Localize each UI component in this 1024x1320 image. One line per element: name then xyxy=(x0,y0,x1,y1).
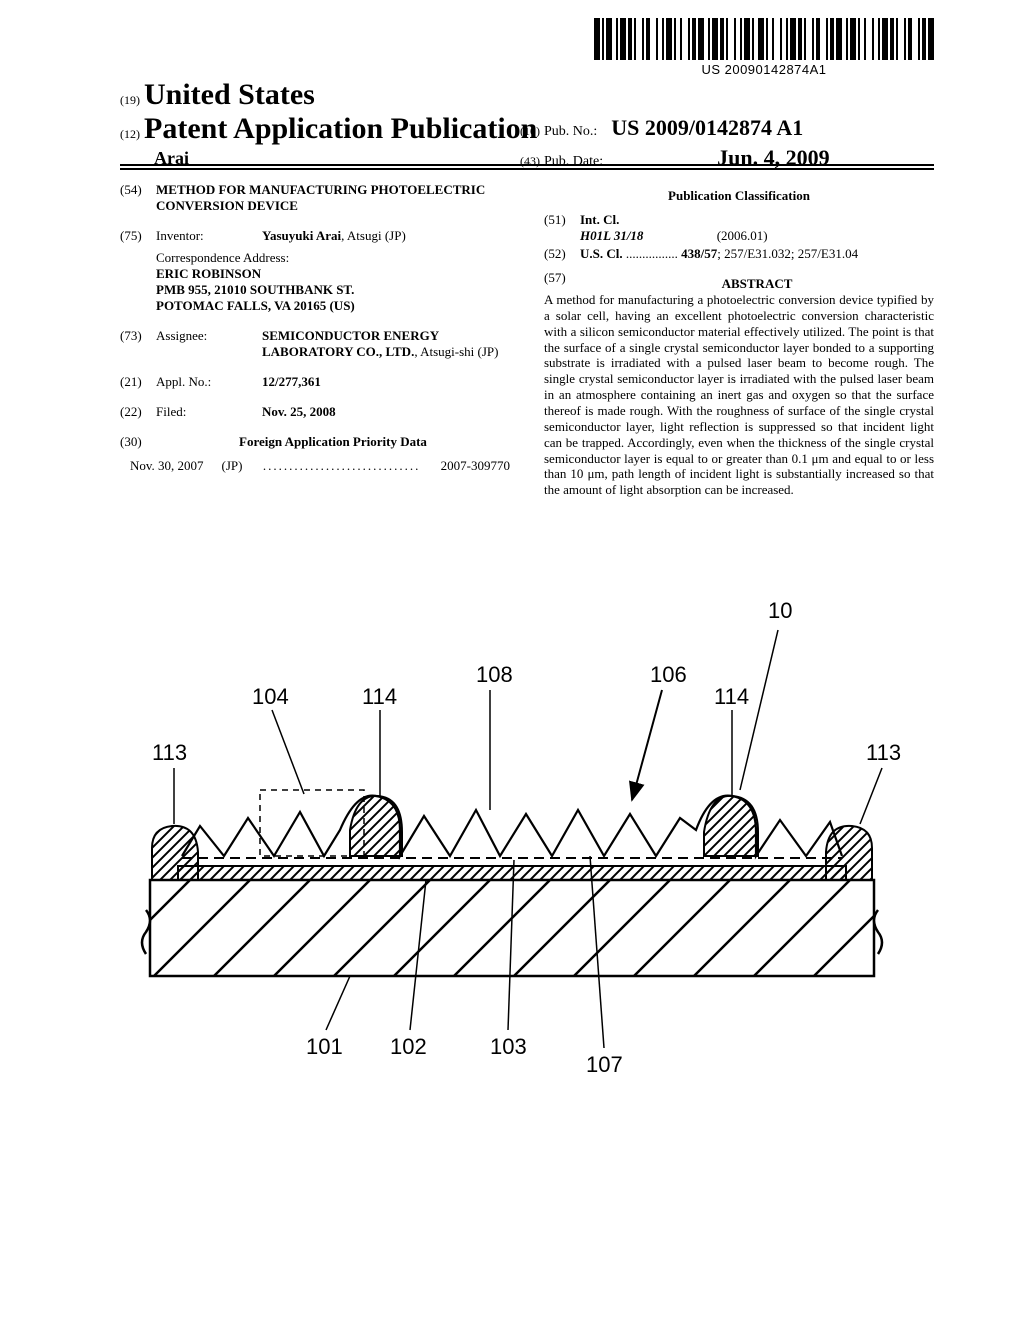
applno-block: (21) Appl. No.: 12/277,361 xyxy=(120,374,510,390)
application-number: 12/277,361 xyxy=(262,374,510,390)
filed-date: Nov. 25, 2008 xyxy=(262,404,510,420)
correspondence-line-2: PMB 955, 21010 SOUTHBANK ST. xyxy=(156,282,510,298)
fig-label-107: 107 xyxy=(586,1052,623,1077)
code-52: (52) xyxy=(544,246,580,262)
patent-figure: 10 106 108 104 114 114 113 113 101 102 1… xyxy=(90,560,934,1100)
assignee-block: (73) Assignee: SEMICONDUCTOR ENERGY LABO… xyxy=(120,328,510,360)
publication-number: US 2009/0142874 A1 xyxy=(611,115,803,140)
biblio-left-column: (54) METHOD FOR MANUFACTURING PHOTOELECT… xyxy=(120,182,510,498)
leader-106 xyxy=(632,690,662,800)
abstract-block: (57) ABSTRACT A method for manufacturing… xyxy=(544,270,934,498)
inventor-location: , Atsugi (JP) xyxy=(341,228,406,243)
layer-102 xyxy=(178,866,846,880)
code-75: (75) xyxy=(120,228,156,244)
uscl-primary: 438/57 xyxy=(681,246,717,261)
code-54: (54) xyxy=(120,182,156,214)
applno-label: Appl. No.: xyxy=(156,374,262,390)
correspondence-label: Correspondence Address: xyxy=(156,250,510,266)
uscl-secondary: ; 257/E31.032; 257/E31.04 xyxy=(717,246,858,261)
fig-label-106: 106 xyxy=(650,662,687,687)
leader-101 xyxy=(326,976,350,1030)
biblio-right-column: Publication Classification (51) Int. Cl.… xyxy=(544,182,934,498)
code-57: (57) xyxy=(544,270,580,292)
dot-leader xyxy=(623,246,682,261)
fig-label-113R: 113 xyxy=(866,740,901,765)
dot-leader: .............................. xyxy=(243,458,441,474)
country-name: United States xyxy=(144,78,315,111)
filed-block: (22) Filed: Nov. 25, 2008 xyxy=(120,404,510,420)
leader-10 xyxy=(740,630,778,790)
invention-title: METHOD FOR MANUFACTURING PHOTOELECTRIC C… xyxy=(156,182,510,214)
intcl-block: (51) Int. Cl. H01L 31/18 (2006.01) xyxy=(544,212,934,244)
leader-113R xyxy=(860,768,882,824)
fig-label-114L: 114 xyxy=(362,684,397,709)
title-field: (54) METHOD FOR MANUFACTURING PHOTOELECT… xyxy=(120,182,510,214)
barcode-block: US 20090142874A1 xyxy=(594,18,934,77)
foreign-priority-country: (JP) xyxy=(222,458,243,474)
intcl-code: H01L 31/18 xyxy=(580,228,643,243)
intcl-edition: (2006.01) xyxy=(717,228,768,243)
fig-label-101: 101 xyxy=(306,1034,343,1059)
code-10: (10) xyxy=(520,124,540,138)
fig-label-114R: 114 xyxy=(714,684,749,709)
inventor-name: Yasuyuki Arai xyxy=(262,228,341,243)
publication-type: Patent Application Publication xyxy=(144,112,537,145)
code-30: (30) xyxy=(120,434,156,450)
header-rule-thick xyxy=(120,164,934,166)
uscl-block: (52) U.S. Cl. 438/57; 257/E31.032; 257/E3… xyxy=(544,246,934,262)
fig-label-113L: 113 xyxy=(152,740,187,765)
assignee-label: Assignee: xyxy=(156,328,262,360)
abstract-text: A method for manufacturing a photoelectr… xyxy=(544,292,934,498)
foreign-priority-date: Nov. 30, 2007 xyxy=(130,458,204,474)
pubno-label: Pub. No.: xyxy=(544,124,597,139)
bibliographic-section: (54) METHOD FOR MANUFACTURING PHOTOELECT… xyxy=(120,182,934,498)
fig-label-108: 108 xyxy=(476,662,513,687)
foreign-priority-number: 2007-309770 xyxy=(441,458,510,474)
foreign-priority-head: Foreign Application Priority Data xyxy=(156,434,510,450)
electrode-113-left xyxy=(152,826,198,880)
abstract-head: ABSTRACT xyxy=(580,276,934,292)
inventor-block: (75) Inventor: Yasuyuki Arai, Atsugi (JP… xyxy=(120,228,510,314)
electrode-114-left xyxy=(350,796,402,856)
correspondence-line-3: POTOMAC FALLS, VA 20165 (US) xyxy=(156,298,510,314)
electrode-114-right xyxy=(704,796,758,856)
inventor-label: Inventor: xyxy=(156,228,262,244)
uscl-label: U.S. Cl. xyxy=(580,246,623,261)
assignee-location: , Atsugi-shi (JP) xyxy=(414,344,498,359)
filed-label: Filed: xyxy=(156,404,262,420)
code-73: (73) xyxy=(120,328,156,360)
code-21: (21) xyxy=(120,374,156,390)
fig-label-103: 103 xyxy=(490,1034,527,1059)
intcl-label: Int. Cl. xyxy=(580,212,934,228)
fig-label-104: 104 xyxy=(252,684,289,709)
leader-104 xyxy=(272,710,304,794)
correspondence-address: Correspondence Address: ERIC ROBINSON PM… xyxy=(156,250,510,314)
code-12: (12) xyxy=(120,127,140,141)
barcode xyxy=(594,18,934,60)
electrode-113-right xyxy=(826,826,872,880)
foreign-priority-block: (30) Foreign Application Priority Data N… xyxy=(120,434,510,474)
barcode-text: US 20090142874A1 xyxy=(594,62,934,77)
pubclass-head: Publication Classification xyxy=(544,188,934,204)
code-51: (51) xyxy=(544,212,580,244)
assignee-name: SEMICONDUCTOR ENERGY LABORATORY CO., LTD… xyxy=(262,328,439,359)
fig-label-10: 10 xyxy=(768,598,792,623)
code-19: (19) xyxy=(120,93,140,107)
fig-label-102: 102 xyxy=(390,1034,427,1059)
detail-box-104 xyxy=(260,790,364,856)
page-header-left: (19) United States (12) Patent Applicati… xyxy=(120,78,537,169)
pubdate-label: Pub. Date: xyxy=(544,154,603,169)
code-22: (22) xyxy=(120,404,156,420)
correspondence-line-1: ERIC ROBINSON xyxy=(156,266,510,282)
header-rule-thin xyxy=(120,168,934,170)
